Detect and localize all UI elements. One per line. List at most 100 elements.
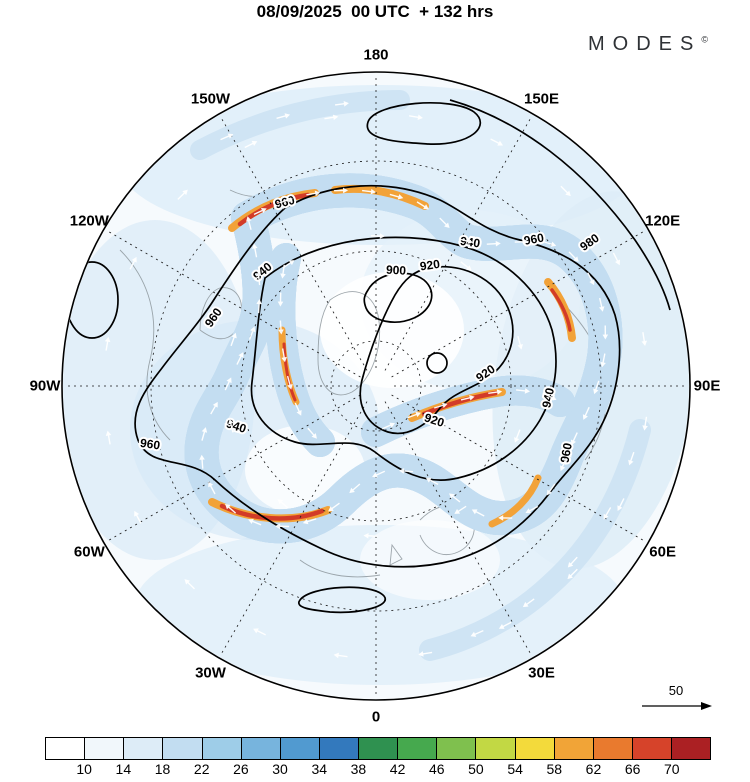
wind-arrow [349, 483, 361, 494]
brand-mark: © [701, 34, 708, 45]
wind-arrow [628, 451, 635, 466]
colorbar-cell [515, 738, 555, 759]
colorbar-tick-label: 54 [507, 761, 523, 777]
wind-arrow [334, 101, 349, 107]
colorbar-cell [632, 738, 672, 759]
colorbar-tick-label: 26 [233, 761, 249, 777]
wind-arrow [210, 401, 218, 415]
colorbar-cell [163, 738, 203, 759]
wind-arrow [525, 505, 539, 514]
wind-arrow [208, 481, 216, 495]
wind-arrow [105, 430, 112, 445]
reference-arrow: 50 [642, 683, 712, 710]
wind-arrow [587, 272, 595, 286]
wind-arrows [104, 101, 648, 659]
colorbar-tick-label: 10 [76, 761, 92, 777]
longitude-label: 180 [363, 46, 389, 64]
wind-arrow [459, 238, 473, 244]
wind-arrow [612, 252, 620, 266]
wind-arrow [516, 388, 531, 394]
wind-arrow [600, 353, 606, 368]
wind-arrow [177, 189, 188, 200]
wind-arrow [184, 579, 195, 590]
wind-arrow [224, 377, 232, 391]
wind-arrow [567, 556, 578, 568]
wind-arrow [454, 505, 467, 514]
wind-arrow [598, 297, 605, 312]
colorbar-tick-label: 38 [350, 761, 367, 777]
colorbar-ticks: 10 14 18 22 26 30 34 38 42 46 50 54 58 62 66 70 [45, 761, 711, 781]
wind-arrow [389, 193, 404, 200]
wind-arrow [522, 598, 535, 608]
wind-arrow [279, 197, 293, 204]
colorbar-tick-label: 46 [428, 761, 445, 777]
wind-arrow [282, 260, 295, 269]
wind-arrow [248, 326, 256, 340]
wind-arrow [498, 515, 513, 521]
wind-arrow [129, 256, 137, 270]
reference-arrow-label: 50 [669, 683, 683, 698]
wind-arrow [514, 239, 529, 245]
wind-arrow [278, 320, 284, 335]
colorbar-tick-label: 22 [193, 761, 210, 777]
colorbar-tick-label: 70 [664, 761, 680, 777]
wind-arrow [256, 299, 262, 314]
longitude-label: 90E [693, 377, 721, 395]
colorbar-tick-label: 34 [311, 761, 328, 777]
colorbar-cell [124, 738, 164, 759]
colorbar-cell [593, 738, 633, 759]
wind-arrow [490, 138, 504, 146]
wind-arrow [416, 201, 429, 210]
page-title: 08/09/2025 00 UTC + 132 hrs [256, 2, 494, 21]
wind-arrow [486, 240, 501, 247]
longitude-label: 30W [195, 664, 226, 682]
wind-arrow [225, 503, 237, 514]
colorbar-tick-label: 50 [468, 761, 484, 777]
wind-arrow [277, 499, 289, 509]
wind-arrow [328, 502, 340, 512]
colorbar-tick-label: 66 [624, 761, 641, 777]
wind-arrow [248, 518, 262, 526]
wind-arrow [246, 216, 252, 230]
wind-arrow [277, 292, 284, 307]
wind-arrow [560, 185, 571, 197]
shaded-background [63, 73, 689, 699]
colorbar-cell [85, 738, 125, 759]
wind-arrow [281, 348, 287, 363]
longitude-label: 120W [69, 212, 109, 229]
wind-arrow [617, 498, 625, 511]
wind-arrow [498, 621, 512, 629]
wind-arrow [603, 507, 612, 520]
contour-label: 900 [386, 263, 407, 278]
wind-arrow [275, 523, 290, 530]
wind-arrow [460, 395, 475, 401]
wind-arrow [306, 190, 321, 197]
wind-arrow [407, 411, 422, 419]
wind-arrow [460, 261, 472, 271]
wind-arrow [514, 429, 521, 443]
wind-arrow [104, 336, 111, 351]
wind-arrow [560, 457, 567, 472]
wind-arrow [253, 628, 266, 636]
wind-arrow [302, 518, 317, 525]
wind-arrow [418, 651, 433, 657]
colorbar-tick-label: 18 [154, 761, 171, 777]
longitude-label: 60E [649, 543, 676, 560]
longitude-label: 150W [190, 90, 231, 108]
wind-arrow [398, 468, 413, 474]
longitude-label: 90W [29, 377, 61, 395]
contour-label: 960 [558, 441, 575, 463]
colorbar-cell [359, 738, 399, 759]
wind-arrow [471, 509, 485, 517]
wind-arrow [252, 243, 258, 258]
contour-label: 960 [523, 230, 545, 247]
wind-arrow [334, 187, 349, 194]
wind-arrow [567, 568, 578, 580]
wind-arrow [582, 406, 590, 420]
colorbar-tick-label: 30 [272, 761, 288, 777]
colorbar-tick-label: 62 [585, 761, 602, 777]
wind-arrow [568, 251, 579, 262]
wind-arrow [230, 332, 237, 347]
wind-arrow [307, 427, 317, 439]
wind-arrow [448, 493, 461, 503]
